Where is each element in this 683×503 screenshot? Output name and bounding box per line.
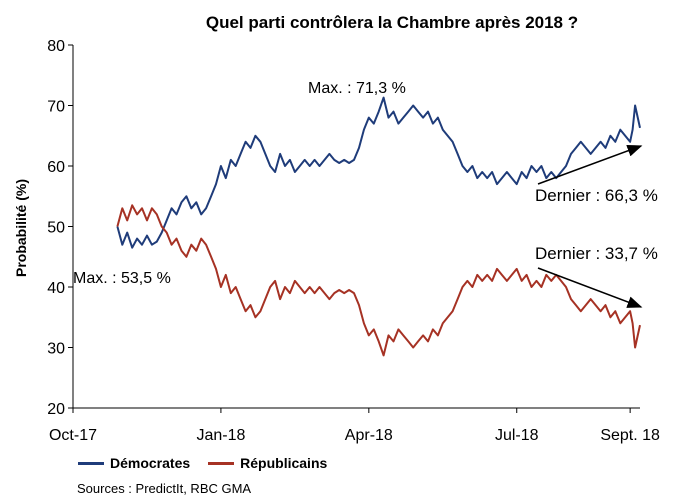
legend-swatch-democrates [78, 461, 104, 465]
x-tick-label: Sept. 18 [600, 427, 660, 444]
y-tick-label: 70 [47, 99, 65, 116]
legend-item-democrates: Démocrates [78, 455, 190, 471]
arrow-last-rep [537, 267, 643, 308]
annotation-last-rep: Dernier : 33,7 % [535, 244, 658, 263]
series-line-democrates [116, 96, 641, 249]
y-tick-label: 50 [47, 220, 65, 237]
x-tick-label: Apr-18 [345, 427, 393, 444]
y-tick-label: 80 [47, 38, 65, 55]
y-tick-label: 20 [47, 401, 65, 418]
legend-swatch-republicains [208, 461, 235, 465]
sources-note: Sources : PredictIt, RBC GMA [77, 481, 252, 496]
legend-label-democrates: Démocrates [110, 455, 191, 471]
annotation-last-dem: Dernier : 66,3 % [535, 186, 658, 205]
legend: Démocrates Républicains [78, 455, 345, 471]
legend-item-republicains: Républicains [208, 455, 327, 471]
x-tick-label: Jan-18 [196, 427, 245, 444]
arrow-last-dem [537, 145, 643, 185]
y-tick-label: 30 [47, 341, 65, 358]
y-tick-label: 40 [47, 280, 65, 297]
y-tick-label: 60 [47, 159, 65, 176]
series-line-republicains [116, 204, 641, 357]
chart-title: Quel parti contrôlera la Chambre après 2… [206, 13, 578, 32]
annotation-max-dem: Max. : 71,3 % [308, 80, 406, 97]
y-axis-label: Probabilité (%) [13, 179, 29, 277]
x-tick-label: Oct-17 [49, 427, 97, 444]
annotation-max-rep: Max. : 53,5 % [73, 270, 171, 287]
x-tick-label: Jul-18 [495, 427, 539, 444]
legend-label-republicains: Républicains [240, 455, 328, 471]
